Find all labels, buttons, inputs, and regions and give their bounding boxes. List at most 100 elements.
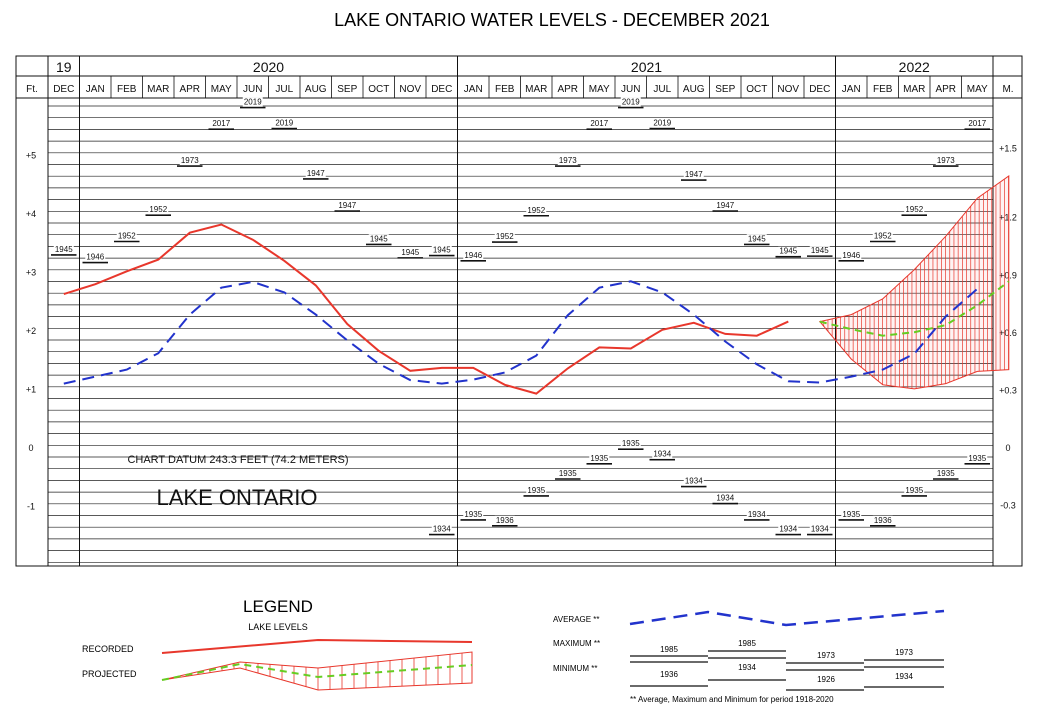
max-record-label: 1952	[149, 205, 167, 214]
legend-footnote: ** Average, Maximum and Minimum for peri…	[630, 695, 834, 704]
left-tick-label: 0	[28, 443, 33, 453]
max-record-label-bg	[368, 234, 389, 244]
max-record-label: 1952	[527, 206, 545, 215]
min-record-label-bg	[715, 493, 736, 503]
legend-min-year-3: 1926	[817, 675, 835, 684]
max-record-label-bg	[904, 205, 925, 215]
year-label: 2021	[631, 59, 662, 75]
min-record-label-bg	[431, 524, 452, 534]
min-record-label-bg	[557, 469, 578, 479]
max-record-label-bg	[494, 232, 515, 242]
min-record-label-bg	[589, 453, 610, 463]
left-axis-title: Ft.	[26, 84, 38, 95]
legend-max-year-2: 1985	[738, 639, 756, 648]
max-record-label: 1945	[55, 245, 73, 254]
min-record-label: 1935	[527, 486, 545, 495]
month-label: MAR	[903, 84, 925, 95]
right-tick-label: +1.2	[999, 213, 1017, 223]
right-tick-label: +1.5	[999, 143, 1017, 153]
month-label: MAY	[967, 84, 988, 95]
min-record-label: 1935	[590, 454, 608, 463]
left-tick-label: +1	[26, 385, 36, 395]
max-record-label: 1946	[86, 253, 104, 262]
max-record-label-bg	[53, 244, 74, 254]
max-record-label-bg	[746, 234, 767, 244]
legend-maximum-label: MAXIMUM **	[553, 639, 600, 648]
month-label: DEC	[431, 84, 452, 95]
right-tick-label: +0.3	[999, 386, 1017, 396]
month-label: JAN	[842, 84, 861, 95]
lake-annotation: LAKE ONTARIO	[157, 485, 318, 510]
month-label: APR	[557, 84, 578, 95]
max-record-label-bg	[242, 97, 263, 107]
min-record-label-bg	[935, 469, 956, 479]
max-record-label: 2019	[244, 98, 262, 107]
max-record-label-bg	[872, 231, 893, 241]
average-line	[63, 280, 978, 385]
legend-recorded-label: RECORDED	[82, 644, 134, 654]
min-record-label-bg	[526, 485, 547, 495]
max-record-label: 1947	[716, 201, 734, 210]
max-record-label: 1945	[811, 246, 829, 255]
max-record-label-bg	[431, 245, 452, 255]
chart-frame	[15, 55, 1023, 567]
month-label: JAN	[86, 84, 105, 95]
year-label: 2022	[899, 59, 930, 75]
month-label: JUN	[243, 84, 262, 95]
min-record-label: 1935	[937, 469, 955, 478]
month-label: FEB	[873, 84, 893, 95]
max-record-label: 1945	[401, 248, 419, 257]
month-label: OCT	[746, 84, 767, 95]
min-record-label: 1935	[622, 439, 640, 448]
left-tick-label: +2	[26, 326, 36, 336]
max-record-label-bg	[778, 246, 799, 256]
max-record-label: 1947	[307, 169, 325, 178]
max-record-label-bg	[337, 201, 358, 211]
month-label: FEB	[495, 84, 515, 95]
max-record-label: 1945	[748, 234, 766, 243]
year-label: 19	[56, 59, 72, 75]
max-record-label-bg	[148, 205, 169, 215]
max-record-label-bg	[715, 201, 736, 211]
max-record-label-bg	[683, 170, 704, 180]
month-label: AUG	[683, 84, 705, 95]
max-record-label: 1946	[464, 251, 482, 260]
min-record-label: 1934	[748, 510, 766, 519]
min-record-label-bg	[683, 476, 704, 486]
month-label: AUG	[305, 84, 327, 95]
max-record-label: 1952	[118, 231, 136, 240]
min-record-label: 1936	[496, 516, 514, 525]
left-tick-label: +4	[26, 209, 36, 219]
min-record-label: 1935	[464, 510, 482, 519]
min-record-label: 1935	[968, 454, 986, 463]
max-record-label-bg	[305, 168, 326, 178]
max-record-label: 1952	[496, 232, 514, 241]
max-record-label: 1947	[685, 170, 703, 179]
min-record-label: 1934	[685, 477, 703, 486]
max-record-label-bg	[809, 246, 830, 256]
max-record-label-bg	[526, 205, 547, 215]
legend-projected-line	[161, 662, 473, 681]
max-record-label: 1952	[905, 205, 923, 214]
legend-min-year-4: 1934	[895, 672, 913, 681]
max-record-label-bg	[400, 247, 421, 257]
month-label: JUN	[621, 84, 640, 95]
min-record-label-bg	[809, 524, 830, 534]
min-record-label-bg	[967, 453, 988, 463]
max-record-label-bg	[211, 119, 232, 129]
projected-line	[819, 280, 1010, 337]
min-record-label: 1936	[874, 516, 892, 525]
legend: LEGEND LAKE LEVELS RECORDED PROJECTED AV…	[82, 597, 945, 704]
max-record-label: 2017	[212, 119, 230, 128]
max-record-label: 1945	[433, 246, 451, 255]
right-tick-label: +0.9	[999, 270, 1017, 280]
min-record-label: 1935	[559, 469, 577, 478]
max-record-label: 1973	[559, 156, 577, 165]
legend-average-line	[629, 609, 945, 627]
legend-projected-band	[161, 651, 473, 691]
min-record-label: 1935	[842, 510, 860, 519]
min-record-label-bg	[652, 449, 673, 459]
max-record-label: 1946	[842, 251, 860, 260]
min-record-label-bg	[841, 509, 862, 519]
